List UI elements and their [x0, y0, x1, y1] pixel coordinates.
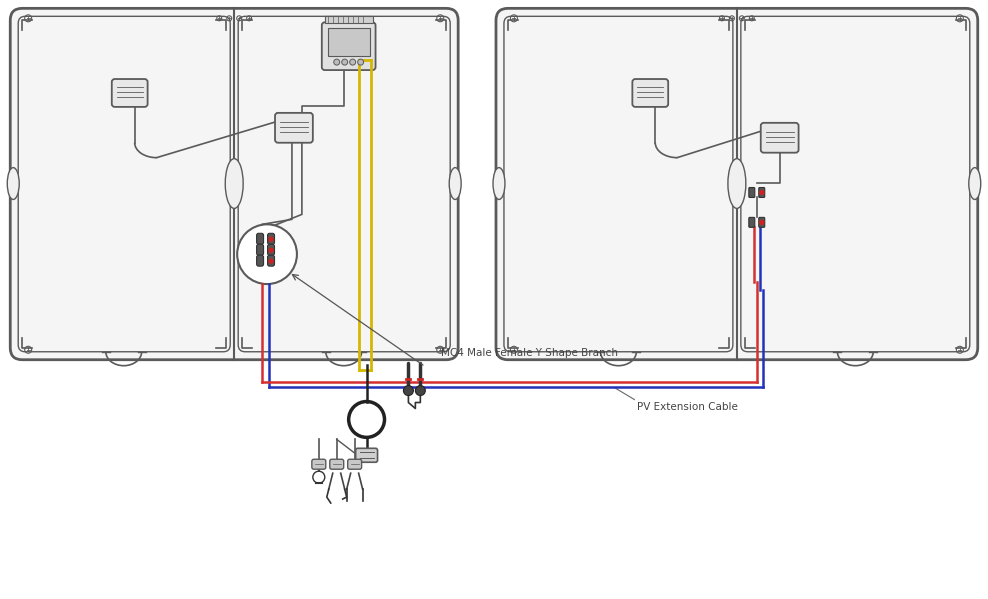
FancyBboxPatch shape — [759, 217, 765, 228]
Circle shape — [269, 237, 273, 241]
Text: MC4 Male Female Y Shape Branch: MC4 Male Female Y Shape Branch — [442, 348, 618, 358]
FancyBboxPatch shape — [632, 79, 668, 107]
FancyBboxPatch shape — [348, 459, 362, 469]
Circle shape — [342, 59, 348, 65]
FancyBboxPatch shape — [749, 187, 755, 198]
Ellipse shape — [493, 168, 505, 199]
Circle shape — [269, 259, 273, 263]
Bar — [325, 16, 372, 23]
Bar — [328, 28, 370, 56]
Circle shape — [415, 386, 425, 395]
Circle shape — [403, 386, 413, 395]
FancyBboxPatch shape — [749, 217, 755, 228]
Circle shape — [760, 220, 764, 225]
FancyBboxPatch shape — [761, 123, 798, 153]
Ellipse shape — [969, 168, 981, 199]
Circle shape — [237, 225, 297, 284]
Ellipse shape — [728, 159, 746, 208]
FancyBboxPatch shape — [112, 79, 147, 107]
Circle shape — [760, 190, 764, 195]
Ellipse shape — [7, 168, 19, 199]
Circle shape — [334, 59, 340, 65]
FancyBboxPatch shape — [322, 22, 375, 70]
FancyBboxPatch shape — [257, 244, 264, 255]
FancyBboxPatch shape — [268, 255, 275, 266]
Ellipse shape — [450, 168, 461, 199]
FancyBboxPatch shape — [275, 113, 313, 143]
FancyBboxPatch shape — [257, 233, 264, 244]
FancyBboxPatch shape — [312, 459, 326, 469]
FancyBboxPatch shape — [330, 459, 344, 469]
FancyBboxPatch shape — [10, 8, 458, 360]
FancyBboxPatch shape — [268, 244, 275, 255]
Circle shape — [358, 59, 364, 65]
Text: PV Extension Cable: PV Extension Cable — [637, 401, 738, 412]
FancyBboxPatch shape — [268, 233, 275, 244]
FancyBboxPatch shape — [257, 255, 264, 266]
Circle shape — [350, 59, 356, 65]
FancyBboxPatch shape — [759, 187, 765, 198]
FancyBboxPatch shape — [496, 8, 978, 360]
FancyBboxPatch shape — [356, 448, 377, 462]
Ellipse shape — [225, 159, 243, 208]
Circle shape — [269, 248, 273, 252]
